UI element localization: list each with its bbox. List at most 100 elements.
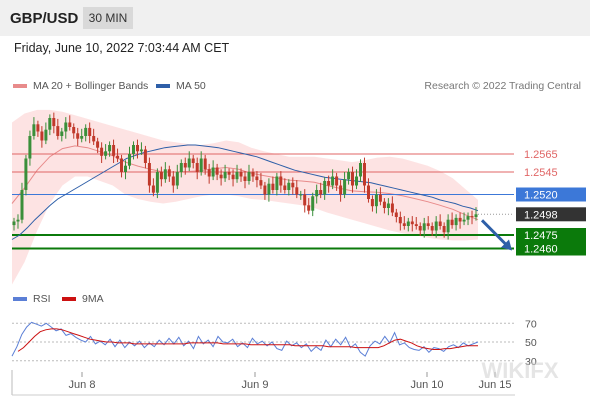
legend-rsi: RSI — [13, 293, 51, 305]
candle-body — [446, 219, 450, 233]
candle-body — [466, 216, 470, 220]
x-tick-label: Jun 15 — [478, 379, 511, 391]
candle-body — [323, 181, 327, 195]
candle-body — [199, 158, 203, 172]
candle-body — [378, 194, 382, 202]
candle-body — [171, 176, 175, 186]
level-label-1.2498: 1.2498 — [524, 209, 558, 221]
candle-body — [307, 205, 311, 211]
candle-body — [235, 172, 239, 180]
level-label-1.2475: 1.2475 — [524, 230, 558, 242]
timeframe-button[interactable]: 30 MIN — [83, 7, 133, 29]
candle-body — [438, 221, 442, 226]
candle-body — [191, 158, 195, 163]
candle-body — [315, 190, 319, 197]
candle-body — [60, 131, 64, 136]
candle-body — [120, 158, 123, 172]
candle-body — [24, 158, 28, 190]
candle-body — [92, 136, 96, 142]
candle-body — [474, 214, 478, 217]
candle-body — [211, 167, 215, 177]
x-tick-label: Jun 8 — [69, 379, 96, 391]
rsi-tick-30: 30 — [525, 356, 537, 368]
candle-body — [136, 145, 139, 152]
candle-body — [295, 187, 299, 195]
candle-body — [28, 136, 32, 159]
candle-body — [223, 172, 227, 179]
candle-body — [227, 172, 231, 175]
candle-body — [406, 221, 410, 226]
level-label-1.2565: 1.2565 — [524, 149, 558, 161]
candle-body — [16, 219, 20, 222]
candle-body — [187, 158, 191, 168]
level-label-1.2520: 1.2520 — [524, 190, 558, 202]
candle-body — [159, 172, 163, 180]
candle-body — [56, 126, 60, 136]
candle-body — [271, 183, 275, 190]
candle-body — [175, 172, 179, 186]
candle-body — [132, 145, 135, 154]
candle-body — [108, 145, 112, 152]
legend-ma50: MA 50 — [156, 80, 206, 92]
rsi-ma9-line — [17, 328, 478, 352]
candle-body — [84, 127, 88, 136]
legend-rsi-label: RSI — [33, 293, 51, 305]
candle-body — [426, 223, 430, 226]
candle-body — [64, 122, 68, 132]
candle-body — [311, 196, 315, 211]
candle-body — [163, 169, 167, 180]
candle-body — [418, 226, 422, 231]
candle-body — [44, 129, 48, 141]
candle-body — [243, 176, 247, 181]
candle-body — [283, 185, 287, 190]
candle-body — [319, 190, 323, 195]
level-label-1.2545: 1.2545 — [524, 167, 558, 179]
candle-body — [20, 190, 24, 220]
candle-body — [422, 223, 426, 231]
candle-body — [80, 136, 84, 139]
candle-body — [143, 149, 147, 163]
candle-body — [386, 203, 390, 208]
x-tick-label: Jun 10 — [410, 379, 443, 391]
ma50-line — [11, 144, 479, 240]
candle-body — [303, 194, 307, 206]
candle-body — [255, 176, 259, 181]
currency-pair-title: GBP/USD — [10, 10, 79, 27]
candle-body — [450, 219, 454, 226]
candle-body — [40, 131, 44, 141]
timestamp: Friday, June 10, 2022 7:03:44 AM CET — [14, 41, 230, 55]
candle-body — [100, 147, 104, 156]
candle-body — [263, 185, 267, 195]
candle-body — [76, 133, 80, 139]
candle-body — [195, 163, 199, 172]
candle-body — [442, 226, 446, 233]
candle-body — [139, 149, 143, 152]
candle-body — [299, 194, 303, 196]
candle-body — [275, 176, 279, 190]
candle-body — [88, 127, 92, 136]
candle-body — [116, 155, 120, 159]
legend-9ma-swatch — [62, 297, 76, 301]
candle-body — [151, 185, 155, 193]
candle-body — [339, 185, 343, 195]
candle-body — [470, 216, 474, 218]
legend-ma20: MA 20 + Bollinger Bands — [13, 80, 148, 92]
candle-body — [155, 172, 159, 193]
candle-body — [247, 172, 251, 181]
legend-9ma: 9MA — [62, 293, 104, 305]
candle-body — [179, 163, 183, 172]
rsi-tick-70: 70 — [525, 318, 537, 330]
candle-body — [219, 174, 223, 179]
legend-ma50-label: MA 50 — [176, 80, 206, 92]
rsi-line — [11, 321, 479, 357]
candle-body — [124, 165, 127, 172]
legend-ma20-label: MA 20 + Bollinger Bands — [33, 80, 149, 92]
candle-body — [335, 176, 339, 186]
x-tick-label: Jun 9 — [242, 379, 269, 391]
candle-body — [359, 163, 362, 177]
candle-body — [12, 221, 16, 226]
forecast-arrow-head — [501, 239, 512, 251]
level-label-1.2460: 1.2460 — [524, 244, 558, 256]
candle-body — [147, 163, 151, 186]
